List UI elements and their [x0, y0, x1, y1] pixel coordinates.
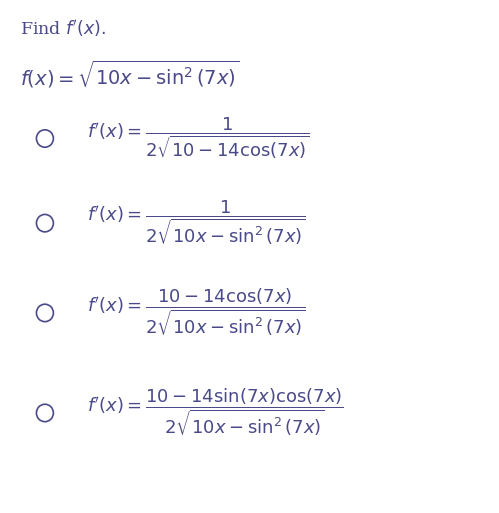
Text: Find $f'(x).$: Find $f'(x).$	[20, 18, 106, 39]
Text: $f'(x) = \dfrac{1}{2\sqrt{10x - \sin^2(7x)}}$: $f'(x) = \dfrac{1}{2\sqrt{10x - \sin^2(7…	[87, 199, 306, 248]
Text: $f'(x) = \dfrac{1}{2\sqrt{10 - 14\cos(7x)}}$: $f'(x) = \dfrac{1}{2\sqrt{10 - 14\cos(7x…	[87, 115, 310, 162]
Text: $f(x) = \sqrt{10x - \sin^2(7x)}$: $f(x) = \sqrt{10x - \sin^2(7x)}$	[20, 59, 240, 90]
Text: $f'(x) = \dfrac{10 - 14\cos(7x)}{2\sqrt{10x - \sin^2(7x)}}$: $f'(x) = \dfrac{10 - 14\cos(7x)}{2\sqrt{…	[87, 287, 306, 339]
Text: $f'(x) = \dfrac{10 - 14\sin(7x)\cos(7x)}{2\sqrt{10x - \sin^2(7x)}}$: $f'(x) = \dfrac{10 - 14\sin(7x)\cos(7x)}…	[87, 387, 344, 439]
